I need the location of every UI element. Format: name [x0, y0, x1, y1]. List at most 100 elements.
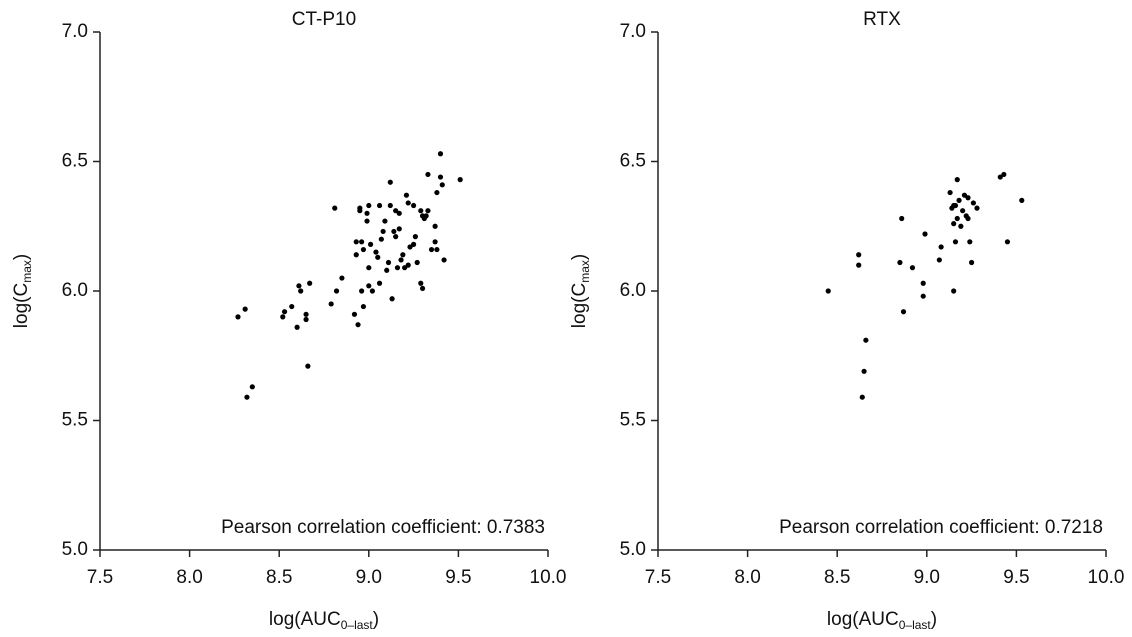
- point: [861, 368, 867, 374]
- point: [403, 192, 410, 198]
- x-axis-label-main: log(AUC: [269, 609, 341, 630]
- y-axis-label-tail: ): [11, 254, 32, 260]
- point: [357, 205, 363, 211]
- point: [961, 192, 968, 198]
- point: [393, 234, 399, 240]
- point: [378, 236, 384, 242]
- point: [1019, 197, 1025, 203]
- point: [359, 239, 365, 245]
- point: [355, 322, 361, 328]
- point: [296, 283, 302, 289]
- point: [965, 195, 971, 201]
- point: [360, 246, 367, 253]
- point: [369, 288, 375, 294]
- point: [428, 246, 435, 253]
- x-tick-label: 8.5: [824, 567, 850, 588]
- point: [359, 288, 365, 294]
- point: [405, 262, 411, 268]
- point: [360, 303, 367, 310]
- y-tick-label: 7.0: [620, 21, 646, 42]
- point: [307, 280, 313, 286]
- point: [859, 394, 865, 400]
- point: [856, 262, 862, 268]
- point: [432, 239, 438, 245]
- point: [951, 221, 957, 227]
- point: [405, 200, 411, 206]
- point: [380, 228, 386, 235]
- point: [825, 288, 831, 294]
- point: [437, 174, 444, 180]
- point: [382, 218, 388, 224]
- point: [1004, 239, 1011, 245]
- point: [419, 285, 426, 292]
- point: [367, 241, 374, 247]
- point: [897, 259, 903, 266]
- point: [457, 177, 463, 183]
- point: [280, 314, 286, 320]
- point: [423, 213, 429, 219]
- point: [969, 259, 975, 266]
- y-axis-label: log(Cmax): [569, 254, 592, 328]
- point: [294, 324, 300, 330]
- y-tick-label: 5.0: [620, 539, 646, 560]
- point: [389, 296, 395, 302]
- point: [289, 303, 295, 310]
- point: [407, 244, 413, 250]
- point: [364, 210, 370, 216]
- point: [958, 223, 964, 229]
- x-tick-label: 7.5: [645, 567, 671, 588]
- point: [376, 280, 383, 286]
- point: [956, 197, 962, 203]
- point: [235, 314, 241, 320]
- y-tick-label: 6.0: [62, 280, 88, 301]
- point: [947, 189, 953, 196]
- point: [954, 215, 960, 222]
- point: [281, 309, 288, 315]
- point: [414, 259, 420, 266]
- point: [396, 226, 402, 232]
- annotation: Pearson correlation coefficient: 0.7383: [221, 517, 545, 538]
- point: [328, 301, 334, 307]
- x-tick-label: 9.5: [1003, 567, 1029, 588]
- point: [396, 210, 402, 216]
- point: [952, 239, 959, 245]
- point: [899, 215, 905, 222]
- point: [951, 202, 957, 209]
- point: [997, 174, 1003, 180]
- point: [303, 316, 309, 323]
- point: [412, 234, 418, 240]
- chart-title: RTX: [863, 9, 901, 30]
- point: [402, 265, 408, 271]
- y-tick-label: 6.0: [620, 280, 646, 301]
- point: [900, 309, 907, 315]
- point: [339, 275, 345, 281]
- point: [856, 252, 862, 258]
- y-axis-label-tail: ): [569, 254, 590, 260]
- point: [411, 241, 417, 247]
- point: [970, 200, 976, 206]
- point: [439, 182, 445, 188]
- point: [385, 259, 392, 266]
- y-axis-label: log(Cmax): [11, 254, 34, 328]
- chart-panel: 7.5 8.0 8.5 9.0 9.5 10.0 5.0 5.5 6.0 6.5 7.0 CT-P10…: [11, 9, 566, 632]
- x-tick-label: 7.5: [87, 567, 113, 588]
- point: [425, 208, 431, 214]
- point: [384, 267, 390, 273]
- point: [387, 202, 393, 209]
- point: [333, 288, 340, 294]
- y-tick-label: 6.5: [620, 151, 646, 172]
- point: [366, 283, 372, 289]
- chart-title: CT-P10: [292, 9, 356, 30]
- point: [437, 151, 444, 157]
- point: [434, 246, 440, 253]
- point: [418, 280, 424, 286]
- x-tick-label: 9.0: [914, 567, 940, 588]
- y-tick-label: 5.5: [620, 410, 646, 431]
- y-tick-label: 5.5: [62, 410, 88, 431]
- y-axis-label-sub: max: [578, 260, 592, 283]
- x-axis-label-tail: ): [931, 609, 937, 630]
- point: [376, 202, 383, 209]
- point: [920, 280, 926, 286]
- annotation: Pearson correlation coefficient: 0.7218: [779, 517, 1103, 538]
- point: [411, 202, 417, 209]
